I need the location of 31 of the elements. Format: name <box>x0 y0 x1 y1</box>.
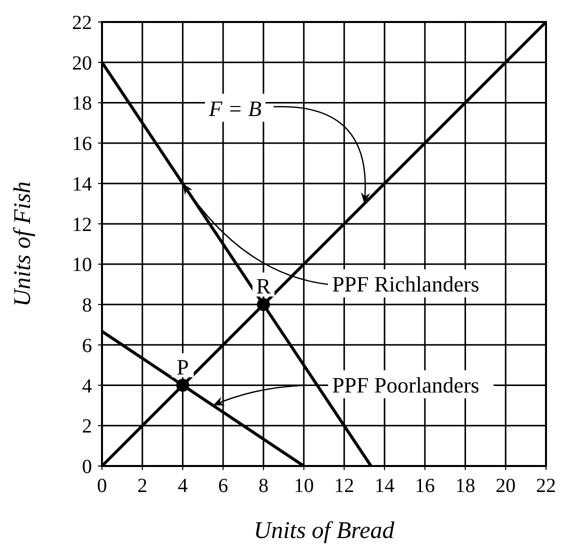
y-tick-label: 10 <box>72 254 92 276</box>
x-axis-title: Units of Bread <box>254 518 396 544</box>
y-tick-label: 20 <box>72 52 92 74</box>
x-tick-label: 8 <box>258 475 268 497</box>
y-axis-title: Units of Fish <box>10 181 36 307</box>
annotation: F = B <box>208 96 262 121</box>
y-tick-label: 18 <box>72 92 92 115</box>
x-tick-label: 0 <box>97 475 107 497</box>
x-tick-label: 16 <box>414 475 435 497</box>
y-tick-label: 14 <box>72 173 92 196</box>
annotation: R <box>256 274 272 299</box>
annotation: PPF Poorlanders <box>332 372 480 398</box>
annotation: PPF Richlanders <box>332 271 480 296</box>
y-tick-label: 16 <box>72 133 92 156</box>
y-tick-label: 4 <box>82 375 92 398</box>
annotation: P <box>176 354 189 380</box>
x-tick-label: 18 <box>455 475 476 497</box>
x-tick-label: 12 <box>334 475 354 497</box>
x-tick-label: 6 <box>218 475 228 497</box>
x-tick-label: 4 <box>178 475 188 497</box>
y-tick-label: 22 <box>72 12 92 34</box>
y-tick-label: 8 <box>82 294 92 317</box>
y-tick-label: 12 <box>72 214 92 236</box>
y-tick-label: 0 <box>82 456 92 478</box>
x-tick-label: 20 <box>496 475 516 497</box>
x-tick-label: 22 <box>536 475 556 497</box>
x-tick-label: 14 <box>374 475 395 497</box>
y-tick-label: 2 <box>82 416 92 438</box>
y-tick-label: 6 <box>82 334 92 357</box>
x-tick-label: 2 <box>137 475 148 497</box>
x-tick-label: 10 <box>294 475 314 497</box>
